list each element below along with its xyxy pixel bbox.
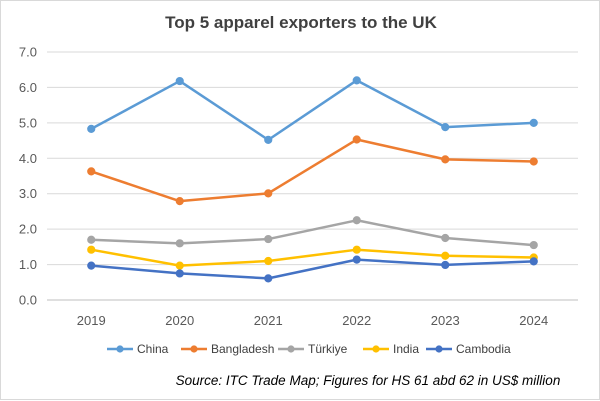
y-tick-label: 1.0 [19, 257, 37, 272]
x-tick-label: 2020 [165, 313, 194, 328]
legend-marker [435, 345, 443, 353]
legend: China Bangladesh Türkiye India Cambodia [107, 342, 511, 356]
data-point [529, 118, 538, 127]
legend-item: Türkiye [278, 342, 348, 356]
x-tick-label: 2021 [254, 313, 283, 328]
series-line [90, 248, 535, 267]
data-point [175, 76, 184, 86]
data-point [264, 189, 273, 198]
legend-item: China [107, 342, 169, 356]
data-point [352, 255, 361, 264]
data-point [529, 157, 538, 166]
y-tick-label: 3.0 [19, 186, 37, 201]
source-note: Source: ITC Trade Map; Figures for HS 61… [176, 373, 561, 388]
x-tick-label: 2023 [431, 313, 460, 328]
series-t-rkiye [87, 216, 538, 250]
data-point [264, 256, 273, 266]
data-point [352, 76, 361, 85]
data-point [87, 261, 96, 270]
chart-title: Top 5 apparel exporters to the UK [165, 13, 437, 32]
data-point [87, 235, 96, 244]
data-point [529, 257, 538, 266]
x-tick-label: 2022 [342, 313, 371, 328]
series-lines [87, 76, 538, 283]
legend-label: Cambodia [456, 342, 511, 356]
data-point [264, 135, 273, 144]
data-point [441, 260, 450, 270]
series-line [90, 79, 535, 142]
y-tick-label: 2.0 [19, 222, 37, 237]
y-tick-label: 6.0 [19, 80, 37, 95]
y-tick-label: 7.0 [19, 45, 37, 60]
data-point [441, 233, 450, 243]
data-point [352, 216, 361, 225]
series-line [90, 138, 535, 203]
legend-marker [116, 345, 124, 353]
data-point [529, 240, 538, 250]
data-point [175, 197, 184, 206]
data-point [175, 261, 184, 270]
series-india [87, 245, 538, 270]
legend-label: India [393, 342, 419, 356]
y-tick-label: 0.0 [19, 293, 37, 308]
series-bangladesh [87, 135, 538, 206]
data-point [264, 274, 273, 283]
data-point [87, 167, 96, 176]
data-point [175, 269, 184, 278]
legend-item: Bangladesh [181, 342, 274, 356]
data-point [264, 234, 273, 244]
series-cambodia [87, 255, 538, 283]
legend-label: Bangladesh [211, 342, 274, 356]
data-point [352, 135, 361, 144]
legend-item: India [363, 342, 419, 356]
data-point [87, 245, 96, 254]
legend-marker [190, 345, 198, 353]
y-tick-label: 5.0 [19, 115, 37, 130]
y-tick-label: 4.0 [19, 151, 37, 166]
axis-labels: 0.0 1.0 2.0 3.0 4.0 5.0 6.0 7.0 2019 2020 2021 2022… [19, 45, 548, 329]
x-tick-label: 2024 [519, 313, 548, 328]
data-point [352, 245, 361, 254]
legend-item: Cambodia [426, 342, 511, 356]
data-point [441, 123, 450, 132]
legend-marker [287, 345, 295, 353]
data-point [441, 251, 450, 260]
legend-label: Türkiye [308, 342, 348, 356]
data-point [87, 124, 96, 133]
series-line [90, 258, 535, 280]
series-line [90, 219, 535, 247]
x-tick-label: 2019 [77, 313, 106, 328]
series-china [87, 76, 538, 144]
data-point [441, 155, 450, 164]
legend-marker [372, 345, 380, 353]
legend-label: China [137, 342, 169, 356]
data-point [175, 239, 184, 248]
